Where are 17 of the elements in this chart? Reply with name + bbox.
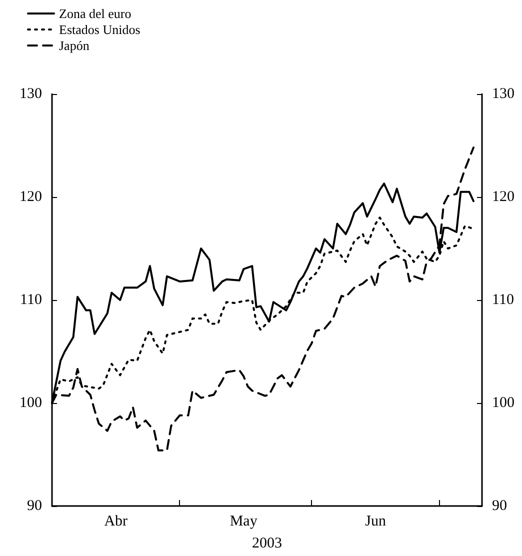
y2-tick-label: 130	[492, 86, 514, 102]
y2-tick-label: 120	[492, 189, 514, 205]
y-tick-label: 90	[27, 498, 42, 514]
y-tick-label: 100	[20, 395, 42, 411]
x-axis-title: 2003	[252, 536, 282, 552]
x-tick-label: May	[230, 514, 258, 530]
y-tick-label: 130	[20, 86, 42, 102]
x-tick-label: Abr	[104, 514, 128, 530]
legend-label: Japón	[59, 38, 90, 53]
legend-label: Estados Unidos	[59, 22, 140, 37]
y2-tick-label: 110	[492, 292, 514, 308]
y2-tick-label: 90	[492, 498, 507, 514]
legend-label: Zona del euro	[59, 6, 132, 21]
y2-tick-label: 100	[492, 395, 514, 411]
y-tick-label: 110	[20, 292, 42, 308]
x-tick-label: Jun	[365, 514, 386, 530]
y-tick-label: 120	[20, 189, 42, 205]
